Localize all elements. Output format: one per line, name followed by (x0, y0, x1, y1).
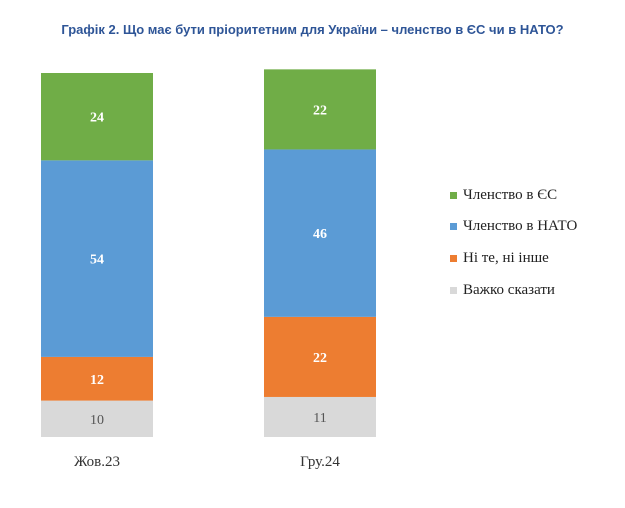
legend-swatch (450, 223, 457, 231)
bar-segment (41, 356, 153, 401)
legend-swatch (450, 286, 457, 294)
bar-segment (264, 316, 376, 397)
legend-item: Членство в НАТО (450, 218, 577, 236)
x-tick-label: Жов.23 (74, 454, 120, 470)
bar-segment (264, 69, 376, 150)
legend-swatch (450, 254, 457, 262)
bar-segment (41, 400, 153, 437)
legend-swatch (450, 191, 457, 199)
legend-item: Важко сказати (450, 281, 577, 299)
data-label: 24 (90, 111, 104, 126)
chart-title: Графік 2. Що має бути пріоритетним для У… (61, 22, 564, 37)
legend-label: Членство в ЄС (463, 186, 558, 203)
legend-label: Важко сказати (463, 281, 555, 298)
data-label: 22 (313, 103, 327, 118)
data-label: 46 (313, 227, 327, 242)
chart-legend: Членство в ЄС Членство в НАТО Ні те, ні ін… (450, 186, 577, 313)
bar-segment (41, 160, 153, 357)
legend-label: Членство в НАТО (463, 218, 578, 235)
legend-label: Ні те, ні інше (463, 249, 549, 266)
x-tick-label: Гру.24 (300, 454, 340, 470)
legend-item: Членство в ЄС (450, 186, 577, 204)
bar-segment (41, 73, 153, 161)
legend-item: Ні те, ні інше (450, 249, 577, 267)
data-label: 12 (90, 373, 104, 388)
data-label: 10 (90, 413, 104, 428)
data-label: 22 (313, 351, 327, 366)
bar-segment (264, 396, 376, 437)
data-label: 11 (313, 411, 326, 426)
data-label: 54 (90, 253, 104, 268)
bar-segment (264, 149, 376, 317)
